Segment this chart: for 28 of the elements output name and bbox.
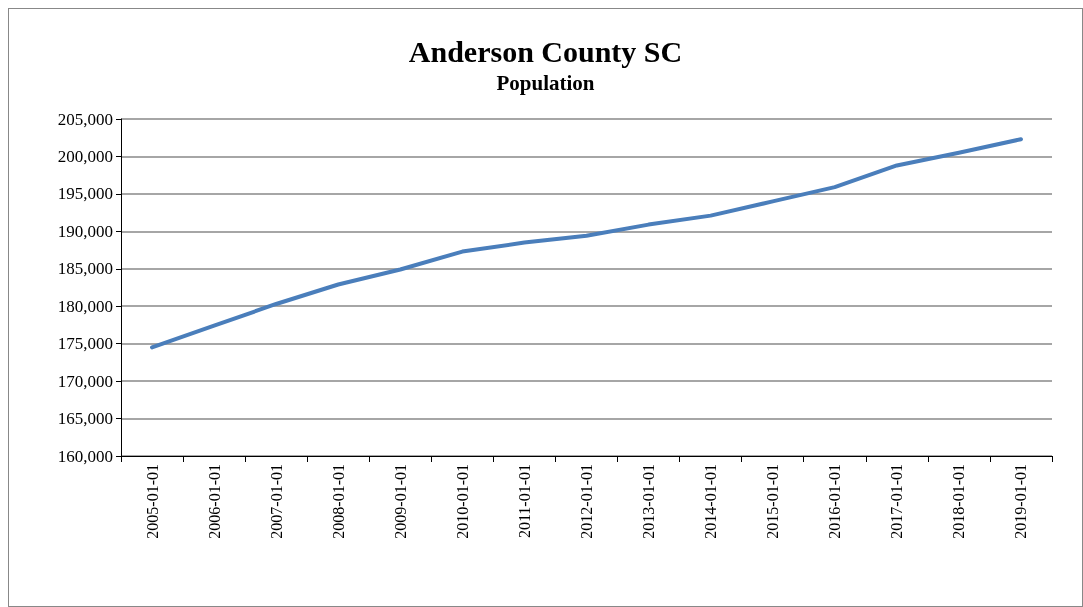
x-tick-label: 2017-01-01 [888, 464, 906, 539]
x-tick-label: 2018-01-01 [950, 464, 968, 539]
x-tick-label: 2012-01-01 [578, 464, 595, 539]
x-tick-label: 2006-01-01 [205, 464, 223, 539]
x-tick-label: 2005-01-01 [143, 464, 161, 539]
y-tick-label: 160,000 [57, 446, 113, 466]
x-tick-label: 2016-01-01 [826, 464, 844, 539]
y-tick-label: 180,000 [57, 296, 113, 316]
y-tick-label: 165,000 [57, 409, 113, 429]
x-tick-label: 2010-01-01 [453, 464, 471, 539]
y-tick-label: 200,000 [57, 146, 113, 166]
x-tick-label: 2008-01-01 [329, 464, 347, 539]
y-tick-label: 190,000 [57, 221, 113, 241]
x-tick-label: 2007-01-01 [267, 464, 285, 539]
x-tick-label: 2019-01-01 [1012, 464, 1030, 539]
chart-subtitle: Population [496, 70, 595, 95]
y-tick-label: 195,000 [57, 184, 113, 204]
x-tick-label: 2011-01-01 [515, 464, 533, 539]
y-tick-label: 170,000 [57, 371, 113, 391]
x-tick-label: 2013-01-01 [640, 464, 658, 539]
x-tick-label: 2014-01-01 [702, 464, 720, 539]
chart-title: Anderson County SC [408, 34, 683, 68]
x-tick-label: 2015-01-01 [764, 464, 782, 539]
y-tick-label: 185,000 [57, 259, 113, 279]
line-series [150, 137, 1023, 350]
y-tick-label: 175,000 [57, 334, 113, 354]
y-tick-label: 205,000 [57, 109, 113, 129]
x-tick-label: 2009-01-01 [391, 464, 409, 539]
